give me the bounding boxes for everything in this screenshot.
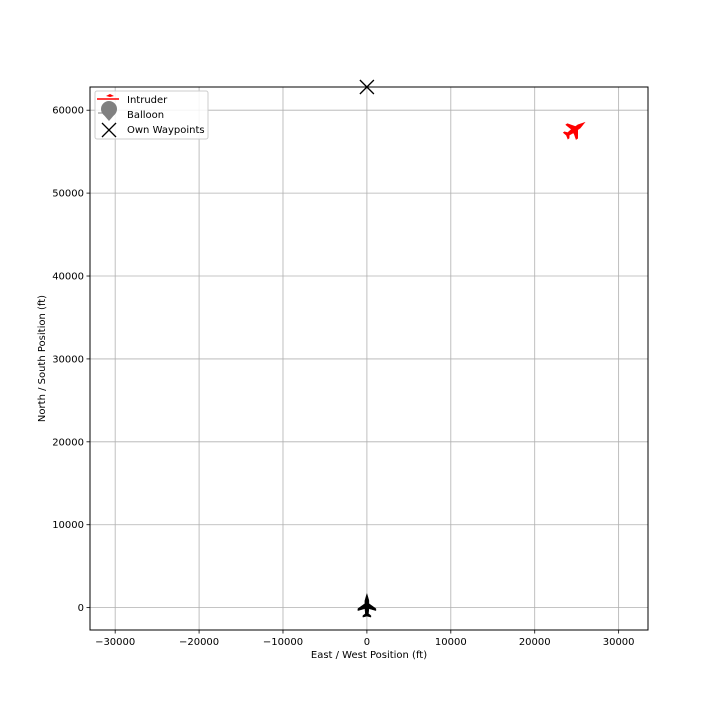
legend-box: [94, 90, 209, 140]
x-tick-label: 20000: [519, 637, 551, 648]
y-tick-label: 20000: [52, 437, 84, 448]
y-tick-label: 40000: [52, 272, 84, 283]
x-tick-label: −10000: [263, 637, 303, 648]
y-axis-label: North / South Position (ft): [37, 295, 48, 422]
legend-intruder-icon: [97, 94, 119, 100]
legend-label-own-waypoints: Own Waypoints: [127, 125, 205, 136]
ticks: −30000 −20000 −10000 0 10000 20000 30000 0 10000…: [52, 106, 634, 648]
legend-label-balloon: Balloon: [127, 110, 164, 121]
grid: [90, 87, 648, 630]
plot-frame: [89, 86, 649, 631]
legend-waypoint-x-icon: [101, 122, 117, 138]
y-tick-label: 0: [78, 603, 84, 614]
y-tick-label: 30000: [52, 354, 84, 365]
y-tick-label: 60000: [52, 106, 84, 117]
ownship-aircraft-marker: [357, 592, 377, 618]
legend-label-intruder: Intruder: [127, 95, 168, 106]
x-tick-label: −20000: [179, 637, 219, 648]
y-tick-label: 50000: [52, 189, 84, 200]
x-tick-label: 0: [364, 637, 370, 648]
legend-balloon-icon: [98, 101, 117, 121]
intruder-aircraft-marker: [562, 121, 586, 140]
x-tick-label: 30000: [603, 637, 635, 648]
legend: Intruder Balloon Own Waypoints: [94, 90, 209, 140]
x-tick-label: 10000: [435, 637, 467, 648]
x-axis-label: East / West Position (ft): [311, 650, 427, 661]
data-layer: [357, 79, 586, 618]
y-tick-label: 10000: [52, 520, 84, 531]
x-tick-label: −30000: [95, 637, 135, 648]
plot-area: [90, 87, 648, 630]
